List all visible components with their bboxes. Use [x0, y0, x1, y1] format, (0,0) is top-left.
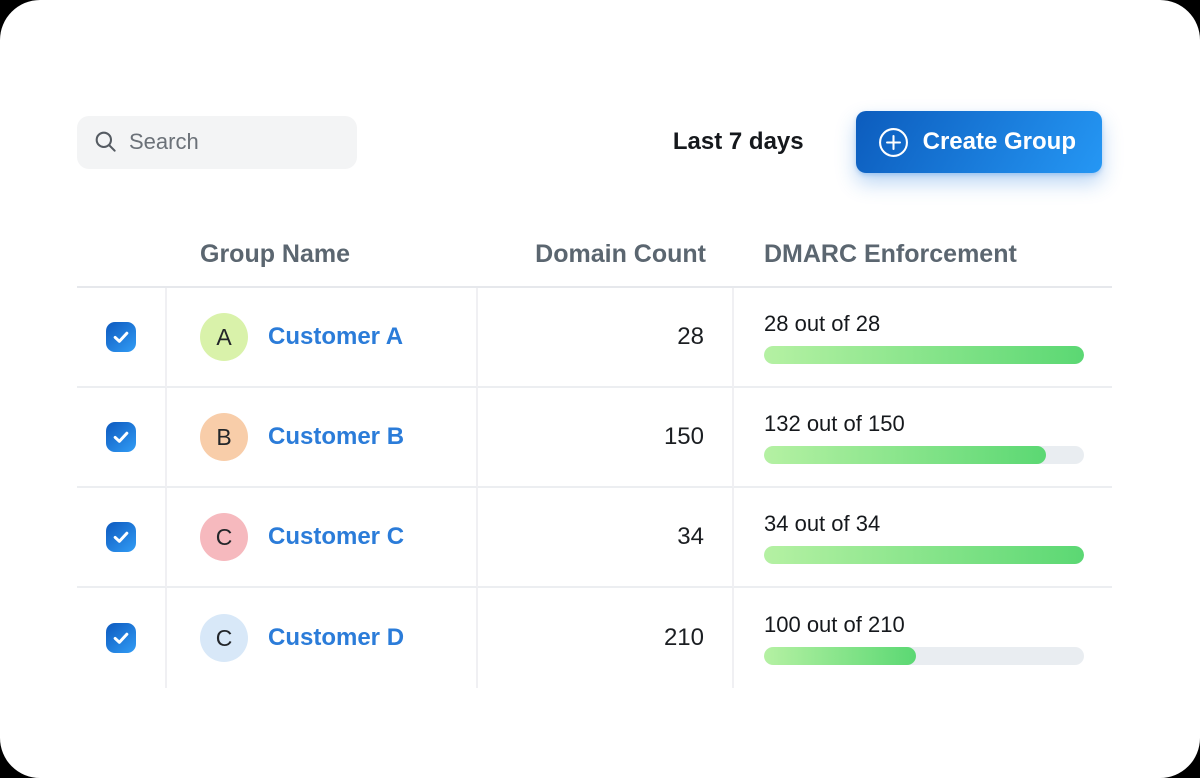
enforcement-label: 132 out of 150 — [764, 410, 905, 436]
enforcement: 132 out of 150 — [764, 411, 1084, 464]
date-range-filter[interactable]: Last 7 days — [672, 128, 804, 155]
table-cell-checkbox — [77, 288, 167, 388]
avatar: C — [200, 513, 248, 561]
progress-fill — [764, 445, 1046, 464]
customer-link[interactable]: Customer D — [268, 624, 405, 651]
check-icon — [113, 331, 129, 343]
progress-fill — [764, 345, 1084, 364]
domain-count-value: 34 — [677, 523, 704, 550]
progress-fill — [764, 646, 917, 665]
search-icon — [95, 131, 116, 152]
domain-count-value: 210 — [663, 624, 704, 651]
enforcement: 28 out of 28 — [764, 311, 1084, 364]
row-checkbox-checked[interactable] — [106, 522, 136, 552]
table-cell-dmarc: 34 out of 34 — [734, 488, 1112, 588]
table-cell-checkbox — [77, 388, 167, 488]
table-cell-domain-count: 150 — [478, 388, 734, 488]
check-icon — [113, 632, 129, 644]
row-checkbox-checked[interactable] — [106, 322, 136, 352]
enforcement-label: 28 out of 28 — [764, 310, 881, 336]
progress-fill — [764, 545, 1084, 564]
progress-track — [764, 445, 1084, 464]
table-cell-dmarc: 132 out of 150 — [734, 388, 1112, 488]
column-header-spacer — [77, 222, 167, 288]
table-cell-checkbox — [77, 488, 167, 588]
table-cell-dmarc: 100 out of 210 — [734, 588, 1112, 688]
customer-link[interactable]: Customer A — [268, 323, 404, 350]
progress-track — [764, 345, 1084, 364]
enforcement-label: 100 out of 210 — [764, 611, 905, 637]
enforcement-label: 34 out of 34 — [764, 510, 881, 536]
groups-table: Group Name Domain Count DMARC Enforcemen… — [77, 222, 1112, 688]
customer-link[interactable]: Customer C — [268, 523, 405, 550]
check-icon — [113, 431, 129, 443]
domain-count-value: 150 — [663, 423, 704, 450]
enforcement: 34 out of 34 — [764, 511, 1084, 564]
table-cell-checkbox — [77, 588, 167, 688]
check-icon — [113, 531, 129, 543]
create-group-label: Create Group — [922, 128, 1076, 155]
table-cell-domain-count: 210 — [478, 588, 734, 688]
progress-track — [764, 545, 1084, 564]
search-box[interactable] — [77, 115, 357, 169]
search-input[interactable] — [129, 129, 341, 155]
table-cell-group-name: C Customer C — [167, 488, 478, 588]
plus-circle-icon — [878, 127, 908, 157]
create-group-button[interactable]: Create Group — [855, 111, 1102, 173]
row-checkbox-checked[interactable] — [106, 422, 136, 452]
table-cell-domain-count: 28 — [478, 288, 734, 388]
table-cell-domain-count: 34 — [478, 488, 734, 588]
avatar: B — [200, 413, 248, 461]
customer-link[interactable]: Customer B — [268, 423, 405, 450]
row-checkbox-checked[interactable] — [106, 623, 136, 653]
column-header-dmarc-enforcement: DMARC Enforcement — [734, 222, 1112, 288]
toolbar: Last 7 days Create Group — [77, 111, 1102, 173]
table-cell-group-name: A Customer A — [167, 288, 478, 388]
table-cell-group-name: C Customer D — [167, 588, 478, 688]
progress-track — [764, 646, 1084, 665]
enforcement: 100 out of 210 — [764, 612, 1084, 665]
domain-count-value: 28 — [677, 323, 704, 350]
table-cell-group-name: B Customer B — [167, 388, 478, 488]
avatar: C — [200, 614, 248, 662]
column-header-domain-count: Domain Count — [478, 222, 734, 288]
table-cell-dmarc: 28 out of 28 — [734, 288, 1112, 388]
column-header-group-name: Group Name — [167, 222, 478, 288]
avatar: A — [200, 313, 248, 361]
